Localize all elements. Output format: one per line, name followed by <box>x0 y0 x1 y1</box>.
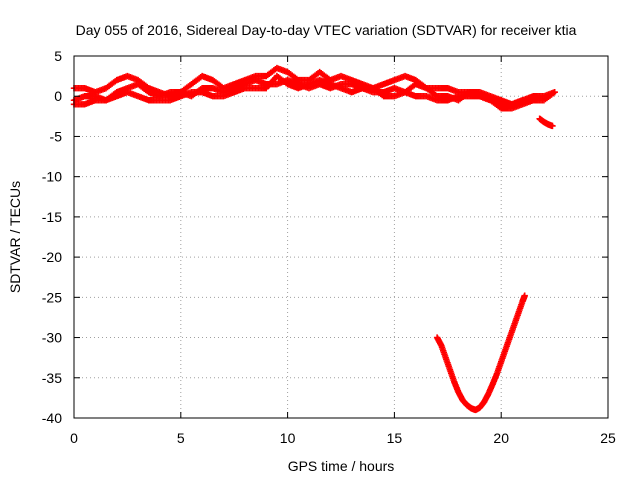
x-axis-label: GPS time / hours <box>288 458 395 474</box>
chart-title: Day 055 of 2016, Sidereal Day-to-day VTE… <box>76 22 577 38</box>
y-tick-label: -25 <box>42 289 62 305</box>
y-tick-label: 5 <box>54 48 62 64</box>
x-tick-label: 0 <box>70 430 78 446</box>
x-tick-label: 25 <box>600 430 616 446</box>
data-point <box>521 292 528 299</box>
data-points <box>70 64 558 414</box>
x-tick-label: 5 <box>177 430 185 446</box>
x-tick-label: 20 <box>493 430 509 446</box>
series-upper-band-3 <box>70 72 558 112</box>
y-tick-label: -5 <box>50 128 63 144</box>
grid <box>74 56 608 418</box>
series-dip-arc <box>433 292 528 414</box>
y-tick-label: -20 <box>42 249 62 265</box>
data-point <box>549 122 556 130</box>
y-tick-label: -35 <box>42 370 62 386</box>
x-tick-label: 10 <box>280 430 296 446</box>
y-tick-label: -30 <box>42 330 62 346</box>
y-tick-label: -10 <box>42 169 62 185</box>
axis-ticks: 0 5 10 15 20 25 5 0 -5 -10 -15 -20 -25 -30 -35 -40 <box>42 48 616 446</box>
series-tail-segment <box>536 115 556 130</box>
y-tick-label: 0 <box>54 88 62 104</box>
y-axis-label: SDTVAR / TECUs <box>7 181 23 293</box>
data-point <box>551 89 558 96</box>
y-tick-label: -40 <box>42 410 62 426</box>
y-tick-label: -15 <box>42 209 62 225</box>
x-tick-label: 15 <box>387 430 403 446</box>
plot-frame <box>73 55 609 419</box>
